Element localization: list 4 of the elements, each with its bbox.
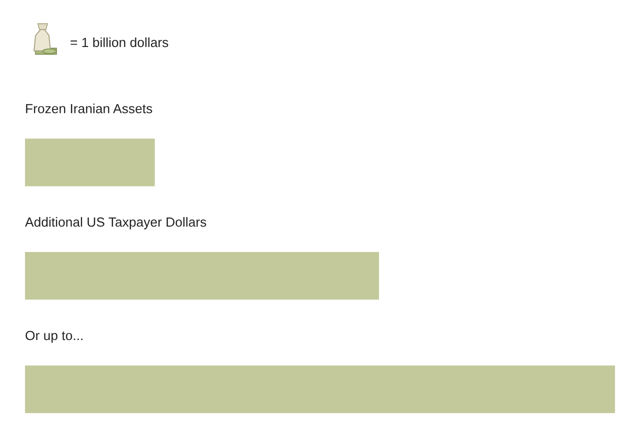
y-tick-label: Additional US Taxpayer Dollars (25, 217, 206, 230)
y-tick-label: Or up to... (26, 330, 82, 343)
y-tick-label: Frozen Iranian Assets (26, 104, 152, 114)
text: = 1 billion dollars (70, 37, 168, 48)
